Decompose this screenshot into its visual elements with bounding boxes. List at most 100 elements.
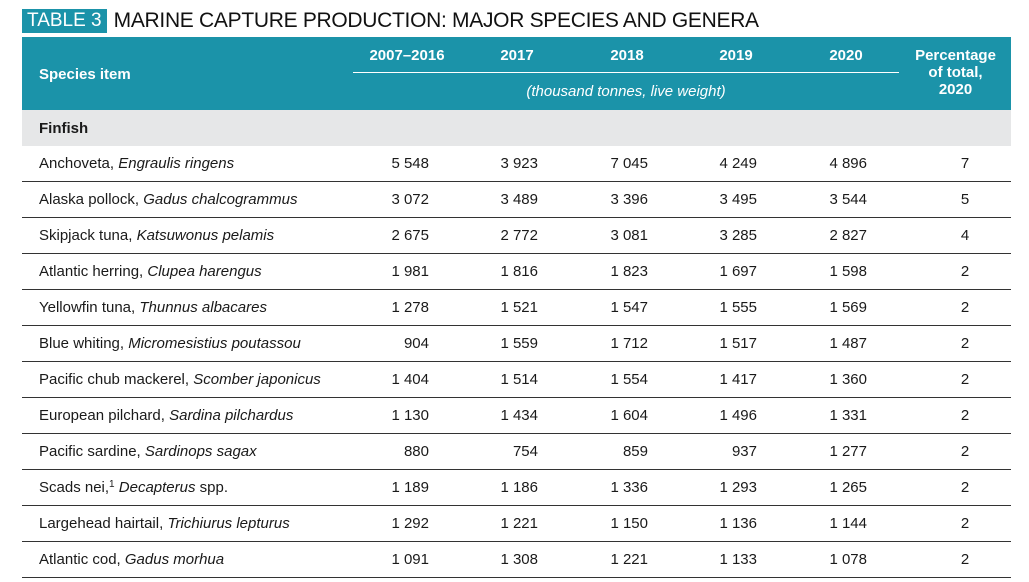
- common-name: Pacific sardine,: [39, 443, 145, 460]
- percentage-value: 5: [960, 191, 970, 208]
- table-header: Species item 2007–2016 2017 2018 2019 20…: [22, 37, 1011, 110]
- percentage-value: 2: [960, 335, 970, 352]
- table-row: Largehead hairtail, Trichiurus lepturus 1…: [22, 506, 1011, 542]
- value-2007-2016: 904: [403, 335, 429, 352]
- scientific-name: Engraulis ringens: [118, 155, 235, 172]
- table-row: Anchoveta, Engraulis ringens 5 548 3 923 7 …: [22, 146, 1011, 182]
- value-2020: 1 078: [829, 551, 867, 568]
- value-2017: 1 521: [500, 299, 538, 316]
- scientific-name: Micromesistius poutassou: [128, 335, 301, 352]
- value-2017: 1 308: [500, 551, 538, 568]
- percentage-value: 2: [960, 371, 970, 388]
- common-name: Yellowfin tuna,: [39, 299, 140, 316]
- value-2019: 4 249: [719, 155, 757, 172]
- value-2019: 1 293: [719, 479, 757, 496]
- table-row: Alaska pollock, Gadus chalcogrammus 3 072…: [22, 182, 1011, 218]
- percentage-value: 2: [960, 299, 970, 316]
- value-2019: 937: [731, 443, 757, 460]
- species-name: Pacific sardine, Sardinops sagax: [39, 443, 257, 460]
- value-2007-2016: 1 981: [391, 263, 429, 280]
- year-header-2020: 2020: [829, 47, 863, 64]
- scientific-name: Gadus morhua: [124, 551, 225, 568]
- year-header-2007-2016: 2007–2016: [369, 47, 445, 64]
- value-2020: 1 487: [829, 335, 867, 352]
- common-name: Alaska pollock,: [39, 191, 144, 208]
- group-label: Finfish: [39, 120, 89, 137]
- value-2019: 1 697: [719, 263, 757, 280]
- species-name: Scads nei,1 Decapterus spp.: [39, 479, 228, 496]
- scientific-name: Katsuwonus pelamis: [136, 227, 275, 244]
- value-2018: 1 823: [610, 263, 648, 280]
- table-row: Atlantic herring, Clupea harengus 1 981 1 …: [22, 254, 1011, 290]
- scientific-name: Thunnus albacares: [139, 299, 267, 316]
- value-2019: 3 495: [719, 191, 757, 208]
- species-column-header: Species item: [39, 66, 131, 83]
- value-2007-2016: 880: [403, 443, 429, 460]
- value-2018: 1 604: [610, 407, 648, 424]
- table-body: Anchoveta, Engraulis ringens 5 548 3 923 7 …: [22, 146, 1011, 578]
- pct-header-line-1: Percentage: [915, 47, 996, 64]
- value-2020: 1 265: [829, 479, 867, 496]
- scientific-name: Decapterus: [118, 479, 196, 496]
- year-header-2019: 2019: [719, 47, 753, 64]
- table-row: European pilchard, Sardina pilchardus 1 1…: [22, 398, 1011, 434]
- value-2020: 1 598: [829, 263, 867, 280]
- value-2007-2016: 5 548: [391, 155, 429, 172]
- table-row: Pacific chub mackerel, Scomber japonicus…: [22, 362, 1011, 398]
- value-2020: 3 544: [829, 191, 867, 208]
- value-2017: 1 514: [500, 371, 538, 388]
- table-row: Blue whiting, Micromesistius poutassou 90…: [22, 326, 1011, 362]
- value-2020: 1 331: [829, 407, 867, 424]
- common-name: Anchoveta,: [39, 155, 119, 172]
- scientific-name: Sardina pilchardus: [169, 407, 294, 424]
- percentage-column-header: Percentage of total, 2020: [904, 47, 1007, 98]
- percentage-value: 2: [960, 263, 970, 280]
- value-2018: 3 081: [610, 227, 648, 244]
- value-2020: 4 896: [829, 155, 867, 172]
- value-2017: 1 186: [500, 479, 538, 496]
- table-number-badge: TABLE 3: [22, 9, 107, 33]
- value-2018: 1 221: [610, 551, 648, 568]
- value-2017: 754: [512, 443, 538, 460]
- species-name: Skipjack tuna, Katsuwonus pelamis: [39, 227, 274, 244]
- value-2017: 3 489: [500, 191, 538, 208]
- value-2019: 1 555: [719, 299, 757, 316]
- common-name: Scads nei,: [39, 479, 110, 496]
- unit-label: (thousand tonnes, live weight): [526, 83, 726, 100]
- scientific-name: Trichiurus lepturus: [167, 515, 290, 532]
- species-name: Atlantic herring, Clupea harengus: [39, 263, 262, 280]
- pct-header-line-3: 2020: [938, 81, 973, 98]
- common-name: European pilchard,: [39, 407, 170, 424]
- table-title-bar: TABLE 3 MARINE CAPTURE PRODUCTION: MAJOR…: [22, 8, 759, 34]
- value-2018: 1 336: [610, 479, 648, 496]
- scientific-name: Gadus chalcogrammus: [143, 191, 298, 208]
- value-2007-2016: 2 675: [391, 227, 429, 244]
- species-name: Largehead hairtail, Trichiurus lepturus: [39, 515, 290, 532]
- common-name: Largehead hairtail,: [39, 515, 168, 532]
- value-2018: 1 150: [610, 515, 648, 532]
- common-name: Skipjack tuna,: [39, 227, 137, 244]
- year-header-2018: 2018: [610, 47, 644, 64]
- common-name: Atlantic herring,: [39, 263, 148, 280]
- name-suffix: spp.: [195, 479, 229, 496]
- footnote-marker: 1: [109, 479, 115, 490]
- value-2007-2016: 1 130: [391, 407, 429, 424]
- value-2017: 1 559: [500, 335, 538, 352]
- value-2018: 1 712: [610, 335, 648, 352]
- value-2020: 1 144: [829, 515, 867, 532]
- value-2007-2016: 1 278: [391, 299, 429, 316]
- percentage-value: 2: [960, 407, 970, 424]
- percentage-value: 2: [960, 551, 970, 568]
- value-2018: 1 547: [610, 299, 648, 316]
- value-2007-2016: 1 091: [391, 551, 429, 568]
- value-2007-2016: 1 189: [391, 479, 429, 496]
- year-header-2017: 2017: [500, 47, 534, 64]
- species-name: Atlantic cod, Gadus morhua: [39, 551, 224, 568]
- value-2018: 1 554: [610, 371, 648, 388]
- common-name: Pacific chub mackerel,: [39, 371, 194, 388]
- percentage-value: 2: [960, 443, 970, 460]
- pct-header-line-2: of total,: [928, 64, 983, 81]
- value-2019: 1 496: [719, 407, 757, 424]
- value-2020: 1 569: [829, 299, 867, 316]
- value-2019: 1 136: [719, 515, 757, 532]
